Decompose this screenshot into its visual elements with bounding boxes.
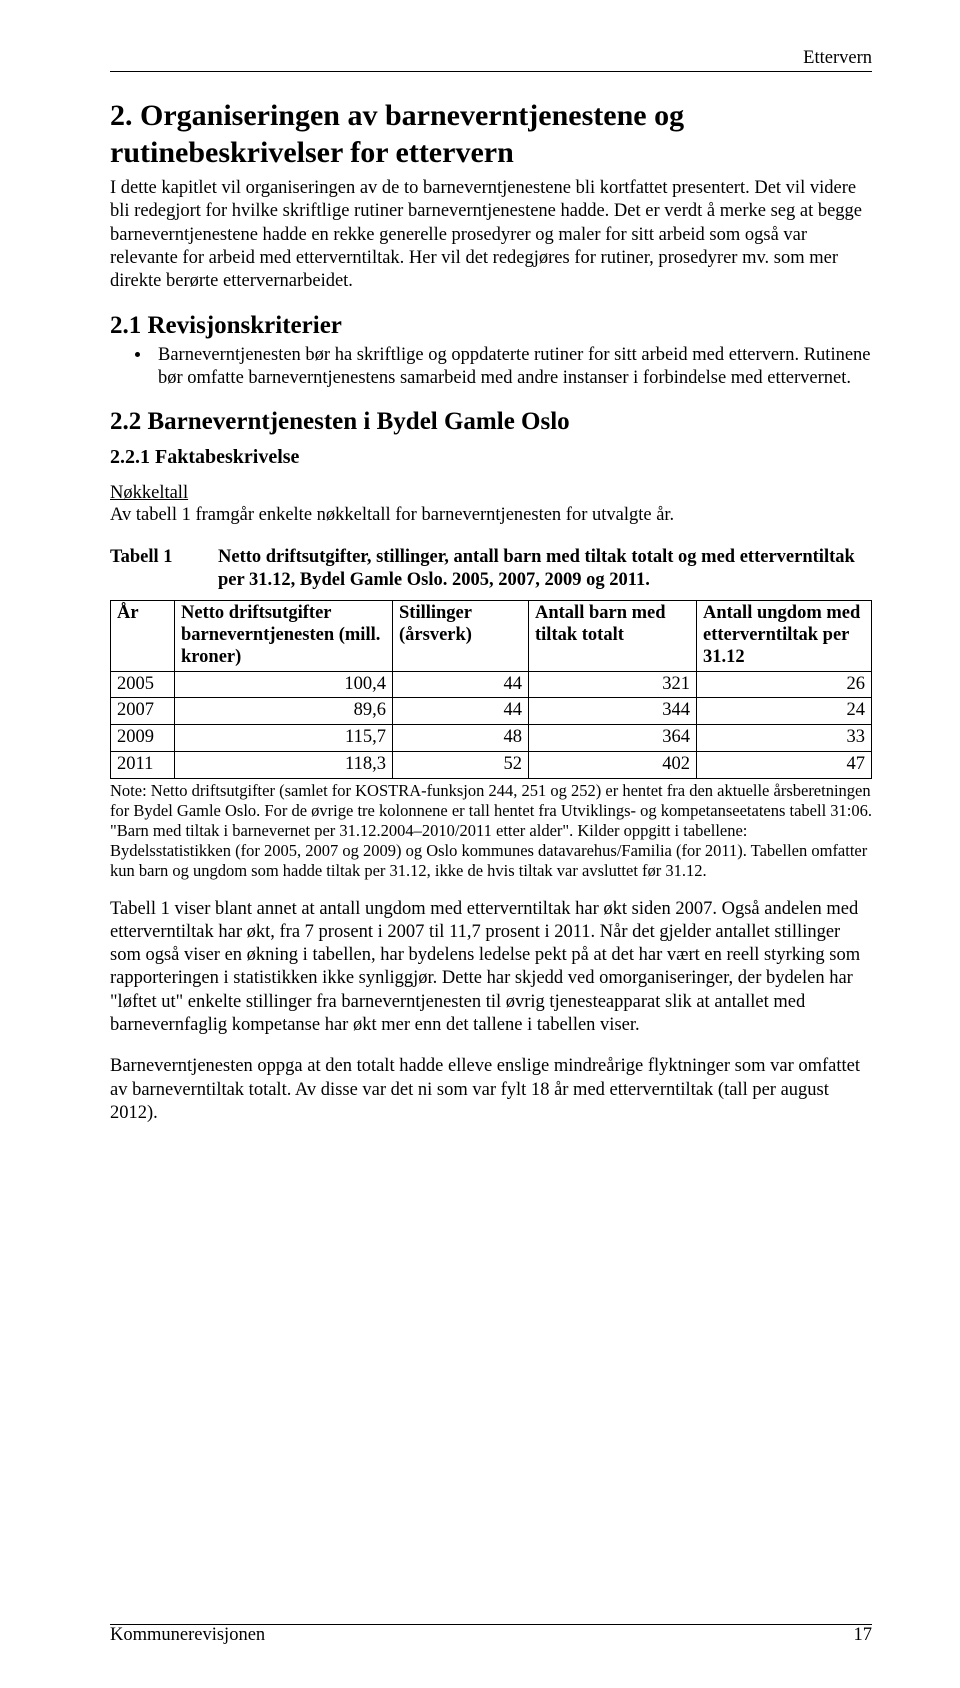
cell-value: 89,6 [175, 698, 393, 725]
section-2-1-heading: 2.1 Revisjonskriterier [110, 312, 872, 340]
cell-value: 402 [529, 752, 697, 779]
table-1: År Netto driftsutgifter barneverntjenest… [110, 600, 872, 779]
cell-value: 52 [393, 752, 529, 779]
cell-value: 115,7 [175, 725, 393, 752]
running-header: Ettervern [110, 48, 872, 69]
table-row: 2011 118,3 52 402 47 [111, 752, 872, 779]
cell-value: 44 [393, 671, 529, 698]
col-aftercare: Antall ungdom med etterverntiltak per 31… [697, 601, 872, 671]
col-positions: Stillinger (årsverk) [393, 601, 529, 671]
cell-year: 2009 [111, 725, 175, 752]
cell-value: 26 [697, 671, 872, 698]
chapter-title: Organiseringen av barneverntjenestene og… [110, 99, 684, 169]
chapter-number: 2. [110, 99, 133, 132]
table-1-note: Note: Netto driftsutgifter (samlet for K… [110, 781, 872, 882]
cell-value: 47 [697, 752, 872, 779]
analysis-paragraph: Tabell 1 viser blant annet at antall ung… [110, 898, 872, 1038]
key-figures-intro: Av tabell 1 framgår enkelte nøkkeltall f… [110, 504, 872, 527]
cell-year: 2011 [111, 752, 175, 779]
header-rule [110, 71, 872, 72]
cell-value: 24 [697, 698, 872, 725]
footer-left: Kommunerevisjonen [110, 1625, 265, 1646]
refugees-paragraph: Barneverntjenesten oppga at den totalt h… [110, 1055, 872, 1125]
chapter-heading: 2. Organiseringen av barneverntjenestene… [110, 98, 872, 171]
cell-value: 48 [393, 725, 529, 752]
col-expenditure: Netto driftsutgifter barneverntjenesten … [175, 601, 393, 671]
cell-value: 44 [393, 698, 529, 725]
cell-value: 33 [697, 725, 872, 752]
page-number: 17 [854, 1625, 873, 1646]
col-year: År [111, 601, 175, 671]
section-2-2-1-heading: 2.2.1 Faktabeskrivelse [110, 446, 872, 469]
cell-value: 321 [529, 671, 697, 698]
key-figures-label: Nøkkeltall [110, 483, 872, 504]
cell-value: 364 [529, 725, 697, 752]
cell-year: 2007 [111, 698, 175, 725]
intro-paragraph: I dette kapitlet vil organiseringen av d… [110, 177, 872, 293]
table-1-label: Tabell 1 [110, 546, 218, 593]
table-1-caption: Netto driftsutgifter, stillinger, antall… [218, 546, 872, 593]
table-row: 2009 115,7 48 364 33 [111, 725, 872, 752]
cell-value: 100,4 [175, 671, 393, 698]
table-row: 2007 89,6 44 344 24 [111, 698, 872, 725]
list-item: Barneverntjenesten bør ha skriftlige og … [152, 344, 872, 391]
table-row: 2005 100,4 44 321 26 [111, 671, 872, 698]
table-header-row: År Netto driftsutgifter barneverntjenest… [111, 601, 872, 671]
criteria-list: Barneverntjenesten bør ha skriftlige og … [110, 344, 872, 391]
col-children: Antall barn med tiltak totalt [529, 601, 697, 671]
cell-year: 2005 [111, 671, 175, 698]
page-footer: Kommunerevisjonen 17 [110, 1624, 872, 1646]
cell-value: 118,3 [175, 752, 393, 779]
cell-value: 344 [529, 698, 697, 725]
table-1-caption-row: Tabell 1 Netto driftsutgifter, stillinge… [110, 546, 872, 593]
section-2-2-heading: 2.2 Barneverntjenesten i Bydel Gamle Osl… [110, 408, 872, 436]
table-body: 2005 100,4 44 321 26 2007 89,6 44 344 24… [111, 671, 872, 778]
